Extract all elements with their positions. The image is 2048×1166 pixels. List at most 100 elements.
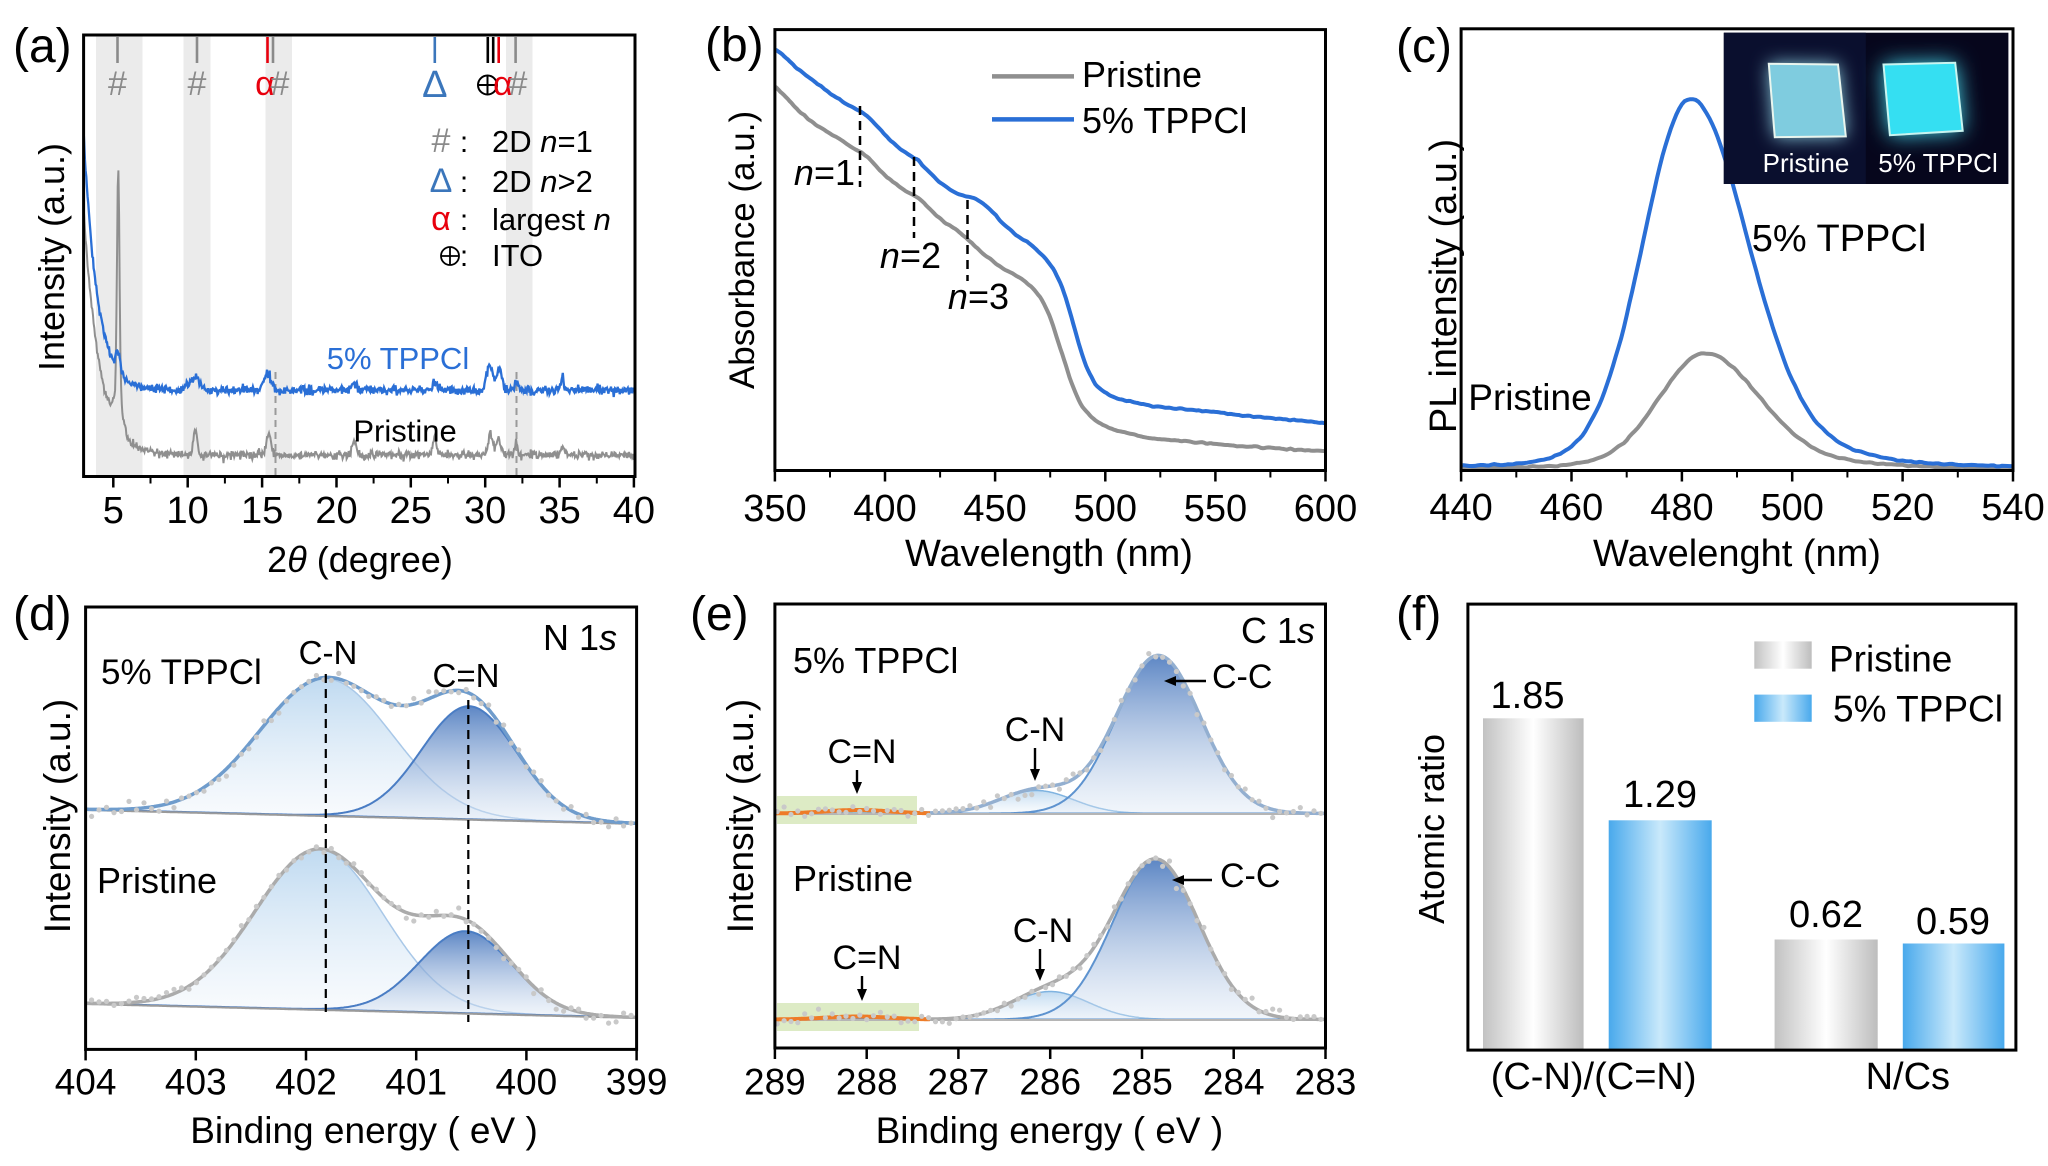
svg-text:C-C: C-C	[1212, 658, 1272, 696]
svg-text:20: 20	[315, 490, 357, 532]
svg-text:n=2: n=2	[880, 235, 941, 276]
svg-text:540: 540	[1981, 487, 2044, 529]
svg-text:5% TPPCl: 5% TPPCl	[1878, 148, 1997, 178]
svg-text:5% TPPCl: 5% TPPCl	[1752, 218, 1927, 260]
svg-text:largest n: largest n	[492, 202, 611, 237]
svg-text:5% TPPCl: 5% TPPCl	[327, 341, 469, 376]
svg-text:Pristine: Pristine	[793, 858, 913, 899]
svg-text:ITO: ITO	[492, 238, 543, 273]
svg-text:0.59: 0.59	[1916, 901, 1990, 943]
svg-text:5% TPPCl: 5% TPPCl	[101, 653, 262, 692]
svg-text:440: 440	[1429, 487, 1492, 529]
svg-text:Pristine: Pristine	[1829, 639, 1952, 680]
svg-text:289: 289	[744, 1062, 806, 1103]
svg-text:(d): (d)	[13, 588, 72, 641]
svg-text::: :	[460, 166, 468, 199]
svg-text:Pristine: Pristine	[1763, 148, 1850, 178]
svg-text:N 1s: N 1s	[543, 617, 617, 658]
svg-text:Pristine: Pristine	[1082, 54, 1202, 95]
svg-text:400: 400	[853, 488, 916, 530]
svg-text:C=N: C=N	[433, 657, 500, 694]
svg-text:#: #	[108, 65, 127, 103]
svg-text:399: 399	[606, 1062, 668, 1103]
svg-text:460: 460	[1540, 487, 1603, 529]
svg-text:(C-N)/(C=N): (C-N)/(C=N)	[1491, 1056, 1697, 1098]
svg-text:Δ: Δ	[422, 64, 447, 106]
svg-text:C-C: C-C	[1220, 857, 1280, 895]
svg-text:C=N: C=N	[833, 939, 902, 977]
svg-text:#: #	[188, 65, 207, 103]
svg-text:#: #	[271, 65, 290, 103]
svg-text:#: #	[509, 65, 528, 103]
svg-text:403: 403	[165, 1062, 227, 1103]
svg-text:Pristine: Pristine	[97, 860, 217, 901]
svg-text:35: 35	[538, 490, 580, 532]
svg-text:n=1: n=1	[794, 152, 855, 193]
svg-text:600: 600	[1294, 488, 1357, 530]
svg-text:C-N: C-N	[1005, 711, 1065, 749]
svg-text:480: 480	[1650, 487, 1713, 529]
svg-text:30: 30	[464, 490, 506, 532]
svg-text:40: 40	[613, 490, 655, 532]
svg-text:500: 500	[1760, 487, 1823, 529]
svg-text:N/Cs: N/Cs	[1866, 1056, 1950, 1098]
svg-text:1.85: 1.85	[1491, 675, 1565, 717]
svg-text:2θ (degree): 2θ (degree)	[267, 539, 453, 580]
svg-text:286: 286	[1019, 1062, 1081, 1103]
svg-text:5% TPPCl: 5% TPPCl	[1082, 100, 1247, 141]
svg-text:(e): (e)	[690, 588, 749, 641]
svg-text:Pristine: Pristine	[1468, 377, 1591, 418]
svg-text:Atomic ratio: Atomic ratio	[1411, 734, 1452, 924]
svg-text:#: #	[432, 122, 451, 160]
svg-text:Binding energy ( eV ): Binding energy ( eV )	[876, 1110, 1224, 1151]
svg-text:287: 287	[928, 1062, 990, 1103]
svg-text:Binding energy ( eV ): Binding energy ( eV )	[190, 1110, 538, 1151]
svg-text:402: 402	[275, 1062, 337, 1103]
svg-text:(a): (a)	[13, 20, 72, 73]
svg-text:Intensity (a.u.): Intensity (a.u.)	[31, 143, 72, 371]
svg-text:288: 288	[836, 1062, 898, 1103]
svg-text:n=3: n=3	[948, 276, 1009, 317]
svg-text:2D n=1: 2D n=1	[492, 124, 593, 159]
svg-text:C-N: C-N	[299, 634, 358, 671]
svg-text:1.29: 1.29	[1623, 774, 1697, 816]
svg-text:Pristine: Pristine	[353, 414, 456, 449]
svg-text:Absorbance (a.u.): Absorbance (a.u.)	[723, 111, 762, 389]
svg-text:α: α	[493, 65, 513, 103]
svg-text:5% TPPCl: 5% TPPCl	[1833, 689, 2003, 730]
svg-text:PL intensity (a.u.): PL intensity (a.u.)	[1423, 139, 1465, 433]
svg-text:α: α	[255, 65, 275, 103]
svg-text:5% TPPCl: 5% TPPCl	[793, 640, 958, 681]
svg-text:Wavelenght (nm): Wavelenght (nm)	[1593, 533, 1881, 575]
svg-text:Intensity (a.u.): Intensity (a.u.)	[37, 699, 78, 933]
svg-text:α: α	[431, 200, 451, 238]
svg-text:5: 5	[103, 490, 124, 532]
svg-text:(f): (f)	[1396, 588, 1441, 641]
svg-text:0.62: 0.62	[1789, 894, 1863, 936]
svg-text:Wavelength (nm): Wavelength (nm)	[905, 533, 1193, 575]
svg-text:401: 401	[385, 1062, 447, 1103]
svg-text::: :	[460, 126, 468, 159]
svg-text:520: 520	[1871, 487, 1934, 529]
svg-text:C-N: C-N	[1013, 912, 1073, 950]
svg-text:284: 284	[1203, 1062, 1265, 1103]
svg-text:(b): (b)	[705, 19, 764, 72]
svg-text:404: 404	[55, 1062, 117, 1103]
svg-text:C 1s: C 1s	[1241, 610, 1315, 651]
svg-text:400: 400	[496, 1062, 558, 1103]
svg-text:285: 285	[1111, 1062, 1173, 1103]
svg-text:15: 15	[241, 490, 283, 532]
svg-text:(c): (c)	[1396, 20, 1452, 73]
svg-text:10: 10	[167, 490, 209, 532]
svg-text:Intensity (a.u.): Intensity (a.u.)	[720, 699, 761, 933]
svg-text:350: 350	[743, 488, 806, 530]
svg-text:2D n>2: 2D n>2	[492, 164, 593, 199]
svg-text:550: 550	[1184, 488, 1247, 530]
svg-text::: :	[460, 240, 468, 273]
svg-text:500: 500	[1074, 488, 1137, 530]
svg-text:C=N: C=N	[828, 733, 897, 771]
svg-text:25: 25	[390, 490, 432, 532]
svg-text::: :	[460, 204, 468, 237]
svg-text:283: 283	[1295, 1062, 1357, 1103]
svg-text:Δ: Δ	[430, 162, 453, 200]
